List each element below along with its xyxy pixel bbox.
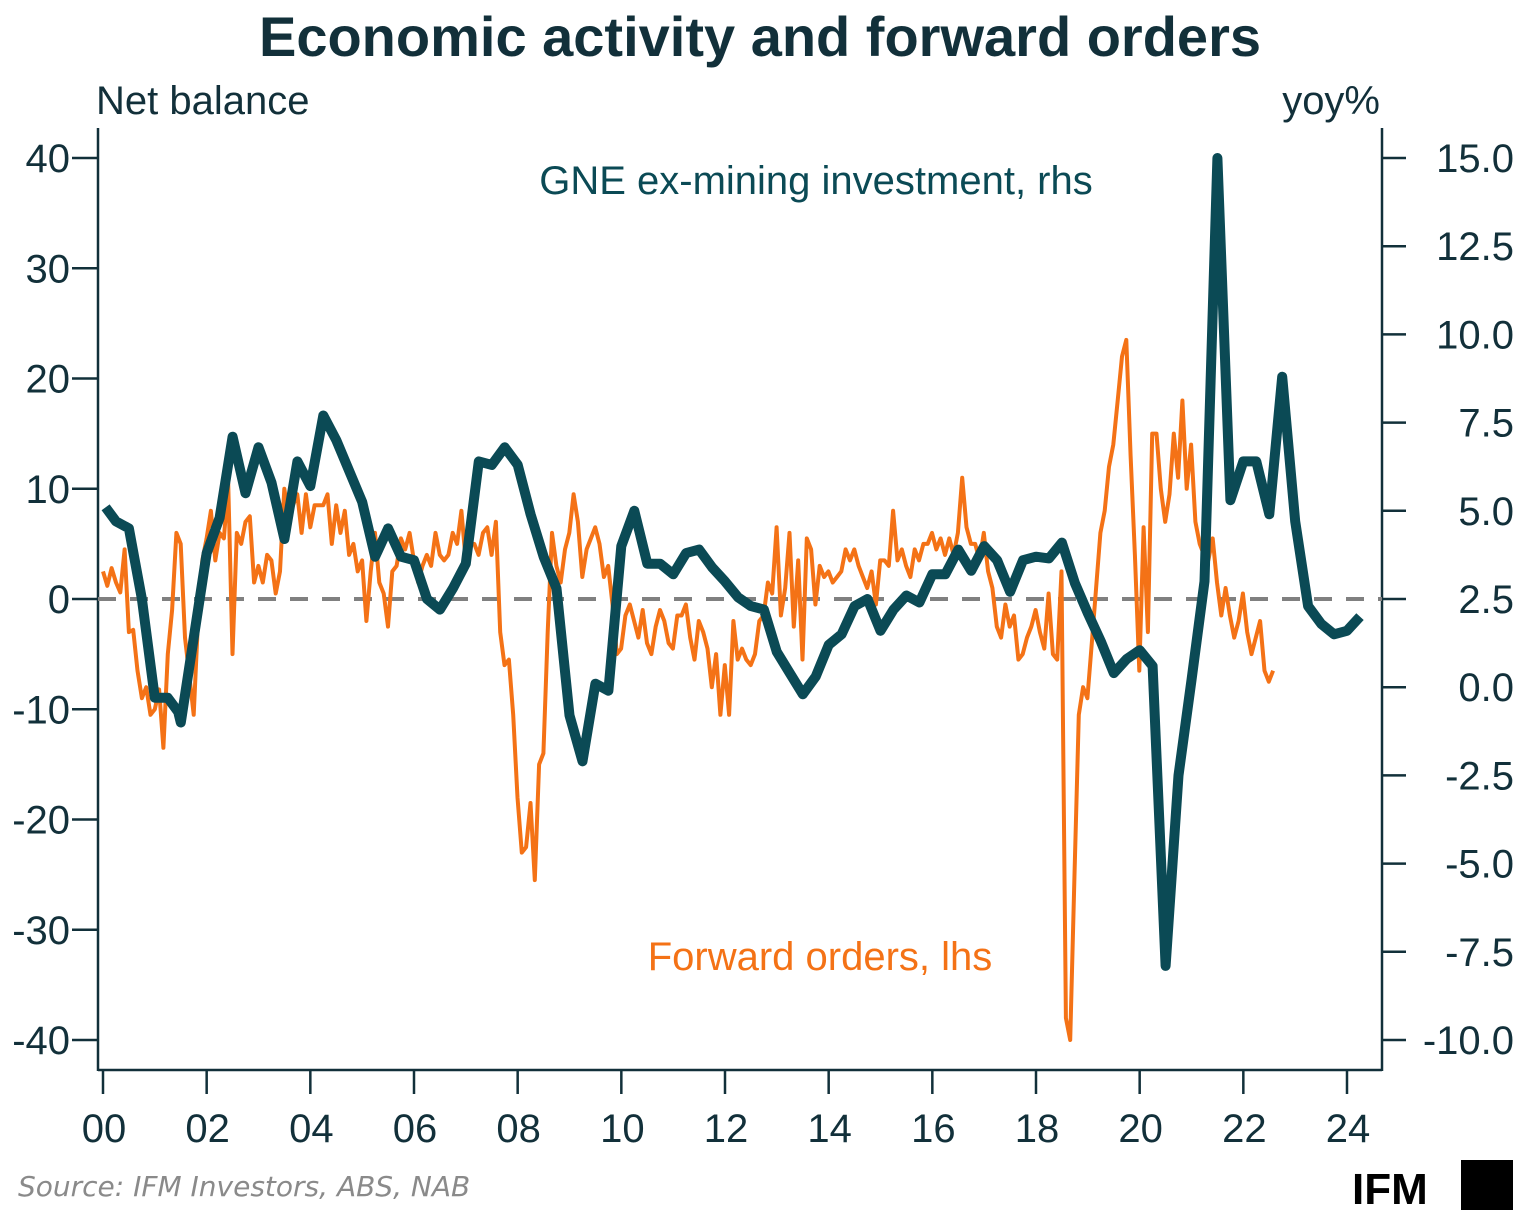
- x-tick-label: 22: [1222, 1107, 1267, 1151]
- right-tick-label: 7.5: [1458, 402, 1514, 446]
- right-tick-label: -7.5: [1445, 931, 1514, 975]
- right-tick-label: 5.0: [1458, 490, 1514, 534]
- right-tick-label: -5.0: [1445, 843, 1514, 887]
- x-tick-label: 10: [600, 1107, 645, 1151]
- chart-title: Economic activity and forward orders: [259, 5, 1261, 68]
- left-tick-label: -30: [12, 909, 70, 953]
- x-tick-label: 24: [1326, 1107, 1371, 1151]
- left-tick-label: 30: [26, 247, 71, 291]
- left-tick-label: -20: [12, 799, 70, 843]
- x-ticks: 00 02 04 06 08 10 12 14 16 18 20 22 24: [82, 1070, 1371, 1151]
- ifm-logo-mark-icon: [1461, 1160, 1513, 1210]
- ifm-logo: IFM: [1352, 1160, 1513, 1214]
- gne-investment-line: [101, 153, 1364, 971]
- left-tick-label: 0: [48, 578, 70, 622]
- right-axis-label: yoy%: [1282, 79, 1380, 123]
- x-tick-label: 02: [185, 1107, 230, 1151]
- x-tick-label: 16: [911, 1107, 956, 1151]
- x-tick-label: 14: [807, 1107, 852, 1151]
- left-tick-label: 20: [26, 358, 71, 402]
- x-tick-label: 12: [704, 1107, 749, 1151]
- left-tick-label: -40: [12, 1019, 70, 1063]
- left-tick-label: 10: [26, 468, 71, 512]
- x-tick-label: 08: [496, 1107, 541, 1151]
- forward-orders-series-label: Forward orders, lhs: [648, 935, 993, 979]
- right-y-ticks: 15.0 12.5 10.0 7.5 5.0 2.5 0.0 -2.5 -5.0 -7.5 -10.…: [1382, 137, 1514, 1063]
- right-tick-label: 10.0: [1436, 313, 1514, 357]
- forward-orders-line: [101, 337, 1275, 1042]
- right-tick-label: -10.0: [1423, 1019, 1514, 1063]
- left-tick-label: -10: [12, 688, 70, 732]
- gne-series-label: GNE ex-mining investment, rhs: [539, 159, 1093, 203]
- right-tick-label: 2.5: [1458, 578, 1514, 622]
- x-tick-label: 06: [393, 1107, 438, 1151]
- left-axis-label: Net balance: [96, 79, 309, 123]
- left-tick-label: 40: [26, 137, 71, 181]
- x-tick-label: 20: [1118, 1107, 1163, 1151]
- source-note: Source: IFM Investors, ABS, NAB: [18, 1170, 470, 1203]
- right-tick-label: 0.0: [1458, 666, 1514, 710]
- left-y-ticks: 40 30 20 10 0 -10 -20 -30 -40: [12, 137, 98, 1063]
- x-tick-label: 04: [289, 1107, 334, 1151]
- right-tick-label: 15.0: [1436, 137, 1514, 181]
- right-tick-label: 12.5: [1436, 225, 1514, 269]
- ifm-logo-text: IFM: [1352, 1165, 1428, 1214]
- x-tick-label: 18: [1015, 1107, 1060, 1151]
- x-tick-label: 00: [82, 1107, 127, 1151]
- right-tick-label: -2.5: [1445, 754, 1514, 798]
